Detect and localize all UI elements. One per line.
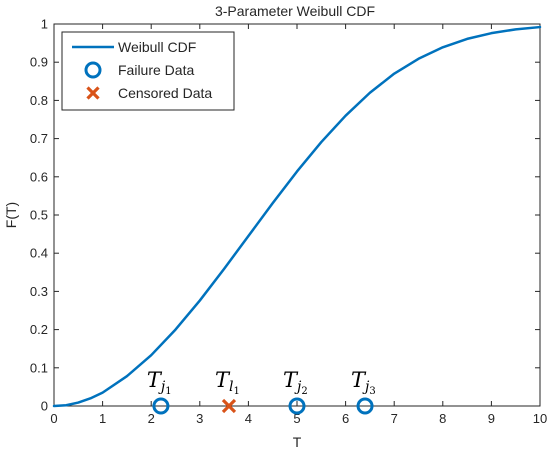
label-main: T [147,368,163,392]
data-point-label: Tj2 [283,368,308,397]
y-tick-label: 0 [41,399,48,414]
label-subsub: 2 [301,386,307,397]
label-main: T [283,368,299,392]
axis-ticks [53,23,541,407]
censored-x-stroke [221,398,237,414]
y-tick-labels: 0 0.1 0.2 0.3 0.4 0.5 0.6 0.7 0.8 0.9 1 [30,17,48,414]
x-tick-label: 5 [293,411,300,426]
label-sub: l [229,379,233,395]
data-point-label: Tl1 [215,368,240,397]
label-main: T [351,368,367,392]
y-tick-label: 0.7 [30,131,48,146]
weibull-cdf-line [52,25,542,408]
y-tick-label: 0.9 [30,55,48,70]
x-tick-label: 3 [196,411,203,426]
x-tick-labels: 0 1 2 3 4 5 6 7 8 9 10 [50,411,547,426]
failure-data-point [356,397,374,415]
legend-entry-label: Weibull CDF [118,39,196,55]
data-point-label: Tj1 [147,368,172,397]
legend: Weibull CDF Failure Data Censored Data [61,31,235,111]
label-sub: j [294,379,302,395]
x-tick-label: 9 [488,411,495,426]
y-tick-label: 0.6 [30,169,48,184]
failure-data-point [288,397,306,415]
legend-entry-label: Failure Data [118,62,194,78]
y-tick-label: 0.3 [30,284,48,299]
y-tick-label: 0.5 [30,208,48,223]
failure-data-point [152,397,170,415]
x-tick-label: 8 [439,411,446,426]
x-tick-label: 2 [148,411,155,426]
label-subsub: 1 [233,386,239,397]
y-tick-label: 0.4 [30,246,48,261]
label-sub: j [362,379,370,395]
label-main: T [215,368,231,392]
y-tick-label: 0.2 [30,322,48,337]
x-axis-label: T [293,434,302,450]
legend-x-swatch [86,86,100,100]
censored-data-point [221,398,237,414]
chart-title: 3-Parameter Weibull CDF [215,3,375,19]
label-subsub: 3 [369,386,375,397]
y-axis-label: F(T) [3,202,19,228]
y-tick-label: 0.8 [30,93,48,108]
y-tick-label: 0.1 [30,360,48,375]
x-tick-label: 1 [99,411,106,426]
label-subsub: 1 [165,386,171,397]
x-tick-label: 6 [342,411,349,426]
data-point-label: Tj3 [351,368,376,397]
x-tick-label: 10 [533,411,547,426]
x-tick-label: 7 [391,411,398,426]
x-tick-label: 4 [245,411,252,426]
label-sub: j [158,379,166,395]
y-tick-label: 1 [41,17,48,32]
legend-circle-swatch [84,61,102,79]
legend-entry-label: Censored Data [118,85,212,101]
x-tick-label: 0 [50,411,57,426]
